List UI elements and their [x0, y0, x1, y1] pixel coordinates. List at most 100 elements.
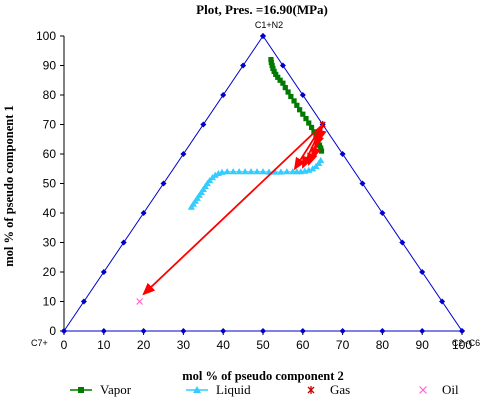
liberation-point	[317, 156, 325, 164]
vapor-point	[300, 111, 306, 117]
liberation-point	[259, 168, 267, 175]
y-tick-label: 80	[43, 88, 57, 102]
vapor-point	[268, 57, 274, 63]
triangle-marker	[439, 298, 446, 305]
vapor-point	[288, 93, 294, 100]
x-tick-label: 80	[376, 338, 390, 352]
vapor-point	[280, 80, 286, 86]
triangle-marker	[399, 239, 406, 246]
legend-marker	[78, 387, 84, 393]
triangle-marker	[279, 62, 286, 69]
liberation-point	[223, 168, 231, 175]
x-tick-label: 10	[97, 338, 111, 352]
triangle-marker	[100, 269, 107, 275]
triangle-marker	[379, 328, 386, 334]
triangle-marker	[80, 298, 87, 305]
vapor-point	[285, 89, 291, 95]
legend-item-oil: Oil	[419, 382, 459, 397]
x-axis-title: mol % of pseudo component 2	[182, 369, 343, 383]
tie-line-arrow	[316, 124, 327, 143]
triangle-marker	[419, 328, 426, 334]
oil-point	[136, 298, 144, 305]
y-tick-label: 60	[43, 147, 57, 161]
x-tick-label: 90	[416, 338, 430, 352]
x-axis-ticks: 0 10 20 30 40 50 60 70 80 90 100	[61, 331, 472, 352]
legend-item-vapor: Vapor	[70, 382, 132, 397]
triangle-marker	[299, 92, 306, 98]
x-stroke	[136, 298, 144, 305]
x-tick-label: 0	[61, 338, 68, 352]
y-tick-label: 40	[43, 206, 57, 220]
liberation-point	[218, 168, 226, 175]
plot-axes: 0 10 20 30 40 50 60 70 80 90 100 0 10 20 30 40 50 60 70 80…	[36, 29, 472, 352]
triangle-marker	[339, 151, 346, 157]
tie-lines	[142, 123, 327, 296]
vapor-point	[275, 74, 281, 80]
vapor-point	[269, 62, 275, 69]
legend-label: Vapor	[100, 382, 132, 397]
triangle-marker	[379, 210, 386, 216]
vertex-label-left: C7+	[31, 338, 48, 348]
y-tick-label: 0	[49, 324, 56, 338]
triangle-marker	[180, 328, 187, 334]
vapor-point	[282, 85, 288, 91]
liberation-point	[229, 168, 237, 175]
liberation-point	[277, 168, 285, 175]
triangle-marker	[120, 239, 127, 246]
vapor-point	[318, 148, 325, 154]
vapor-point	[277, 77, 283, 83]
triangle-marker	[260, 328, 266, 334]
triangle-marker	[180, 151, 187, 157]
triangle-marker	[260, 33, 266, 39]
y-tick-label: 90	[43, 59, 57, 73]
liberation-point	[283, 168, 291, 175]
y-axis-ticks: 0 10 20 30 40 50 60 70 80 90 100	[36, 29, 64, 338]
y-tick-label: 70	[43, 118, 57, 132]
chart-title: Plot, Pres. =16.90(MPa)	[196, 2, 328, 17]
vapor-point	[294, 102, 300, 108]
vapor-point	[291, 98, 297, 104]
legend-item-gas: Gas	[307, 382, 350, 397]
triangle-marker	[140, 210, 147, 216]
legend-label: Gas	[330, 382, 350, 397]
y-tick-label: 10	[43, 295, 57, 309]
triangle-marker	[419, 269, 426, 275]
triangle-marker	[61, 328, 67, 334]
legend-marker	[193, 386, 201, 393]
legend-label: Oil	[442, 382, 459, 397]
y-tick-label: 100	[36, 29, 56, 43]
liberation-point	[271, 168, 279, 175]
vapor-point	[306, 120, 312, 126]
triangle-marker	[160, 180, 167, 187]
vapor-point	[271, 68, 277, 74]
legend-item-liquid: Liquid	[186, 382, 251, 397]
legend-label: Liquid	[216, 382, 251, 397]
legend-marker	[307, 386, 315, 394]
y-tick-label: 20	[43, 265, 57, 279]
vapor-point	[268, 59, 274, 66]
x-tick-label: 60	[296, 338, 310, 352]
x-tick-label: 30	[177, 338, 191, 352]
series-oil	[136, 298, 144, 305]
vapor-point	[303, 116, 309, 122]
y-axis-title: mol % of pseudo component 1	[2, 105, 16, 266]
liberation-point	[247, 168, 255, 175]
x-tick-label: 50	[256, 338, 270, 352]
x-stroke	[419, 386, 427, 394]
triangle-marker	[459, 328, 465, 334]
series-liberation	[187, 156, 325, 210]
triangle-marker	[339, 328, 346, 334]
vertex-label-top: C1+N2	[255, 20, 283, 30]
triangle-marker	[240, 62, 247, 69]
triangle-marker	[220, 92, 227, 98]
liberation-point	[235, 168, 243, 175]
series-line	[190, 160, 322, 208]
y-tick-label: 30	[43, 236, 57, 250]
x-tick-label: 20	[137, 338, 151, 352]
liberation-point	[253, 168, 261, 175]
vapor-point	[273, 71, 279, 77]
liberation-point	[211, 171, 219, 178]
vertex-label-right: C2~C6	[452, 338, 480, 348]
triangle-marker	[140, 328, 147, 334]
